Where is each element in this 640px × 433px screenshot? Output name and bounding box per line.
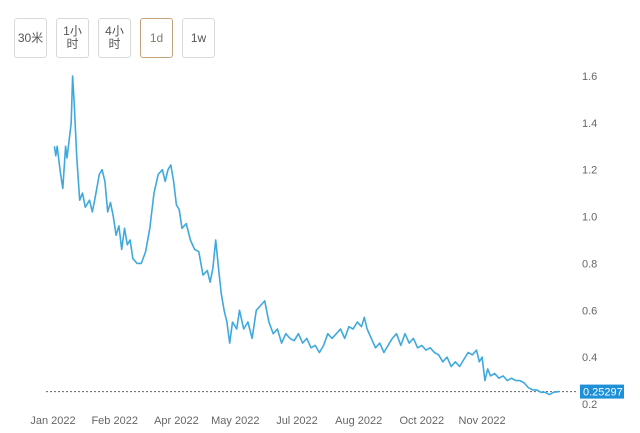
- current-price-tag: 0.25297: [580, 384, 624, 399]
- y-tick-label: 1.6: [582, 71, 597, 83]
- y-tick-label: 1.2: [582, 165, 597, 177]
- x-tick-label: Jul 2022: [276, 415, 318, 427]
- x-tick-label: Aug 2022: [335, 415, 382, 427]
- y-tick-label: 1.0: [582, 212, 597, 224]
- timeframe-30m-button[interactable]: 30米: [14, 18, 47, 58]
- y-tick-label: 0.8: [582, 258, 597, 270]
- y-axis: 0.2 0.4 0.6 0.8 1.0 1.2 1.4 1.6: [582, 71, 597, 411]
- y-tick-label: 1.4: [582, 118, 597, 130]
- x-axis: Jan 2022 Feb 2022 Apr 2022 May 2022 Jul 2022…: [30, 415, 505, 427]
- timeframe-1w-button[interactable]: 1w: [182, 18, 215, 58]
- timeframe-toolbar: 30米 1小时 4小时 1d 1w: [14, 18, 215, 58]
- y-tick-label: 0.6: [582, 305, 597, 317]
- current-price-label: 0.25297: [583, 387, 623, 399]
- timeframe-1h-button[interactable]: 1小时: [56, 18, 89, 58]
- x-tick-label: May 2022: [211, 415, 259, 427]
- y-tick-label: 0.4: [582, 352, 597, 364]
- current-price-tag-bg: [580, 384, 624, 399]
- price-series-line: [53, 75, 560, 396]
- y-tick-label: 0.2: [582, 399, 597, 411]
- timeframe-1d-button[interactable]: 1d: [140, 18, 173, 58]
- x-tick-label: Apr 2022: [154, 415, 199, 427]
- x-tick-label: Nov 2022: [459, 415, 506, 427]
- timeframe-4h-button[interactable]: 4小时: [98, 18, 131, 58]
- x-tick-label: Oct 2022: [399, 415, 444, 427]
- x-tick-label: Jan 2022: [30, 415, 75, 427]
- x-tick-label: Feb 2022: [91, 415, 137, 427]
